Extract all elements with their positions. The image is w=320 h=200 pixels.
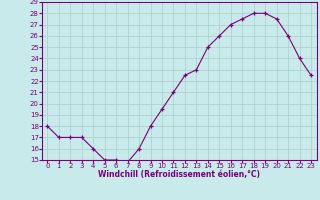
X-axis label: Windchill (Refroidissement éolien,°C): Windchill (Refroidissement éolien,°C)	[98, 170, 260, 179]
